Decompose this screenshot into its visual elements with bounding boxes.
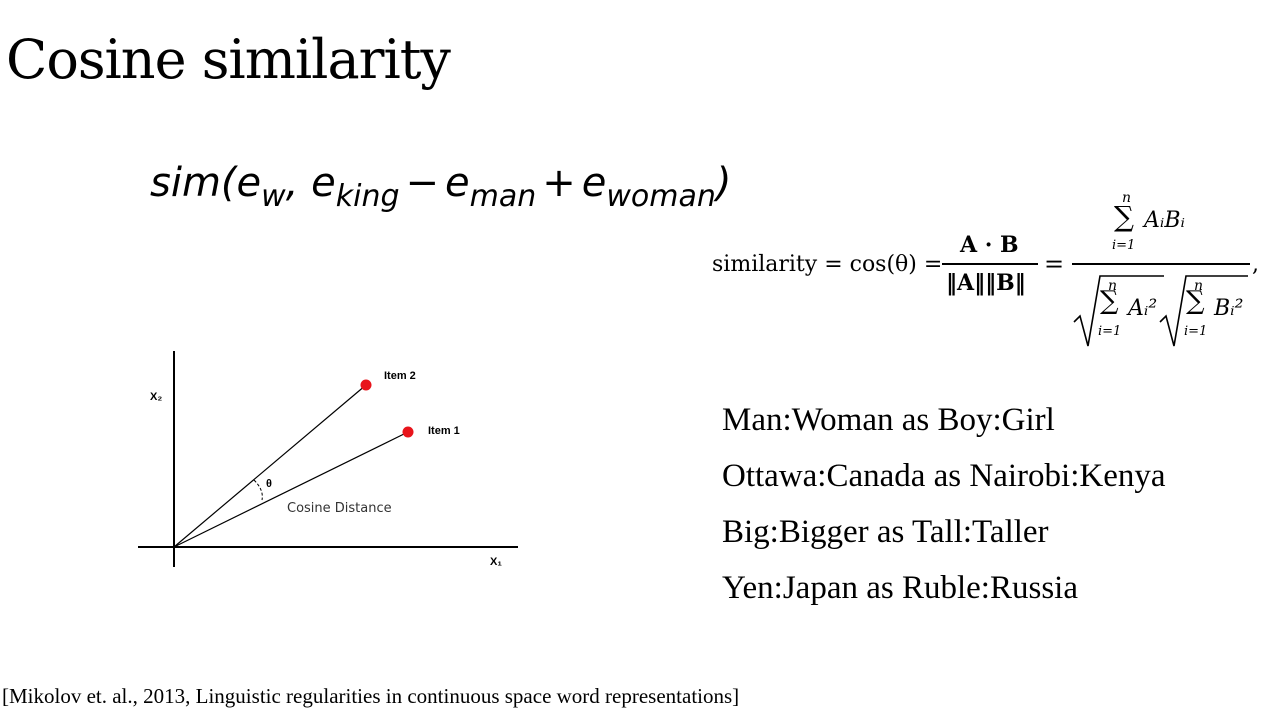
cosine-distance-label: Cosine Distance <box>287 501 392 516</box>
sim-e4-sub: woman <box>606 179 716 214</box>
sim-minus: − <box>405 160 440 206</box>
cos-eq2: = <box>1044 250 1065 278</box>
cos-frac1-num: A · B <box>960 232 1019 258</box>
sim-e3: e <box>445 160 470 206</box>
num-terms: AᵢBᵢ <box>1144 208 1185 233</box>
den2-sum-bottom: i=1 <box>1184 324 1208 339</box>
sim-e2-sub: king <box>335 179 400 214</box>
den1-sum-bottom: i=1 <box>1098 324 1122 339</box>
sim-plus: + <box>542 160 576 206</box>
sim-e1: e <box>236 160 262 206</box>
item-2-point <box>360 379 372 391</box>
theta-label: θ <box>266 478 272 490</box>
analogy-item: Man:Woman as Boy:Girl <box>722 402 1055 438</box>
theta-arc <box>253 479 263 501</box>
sim-comma: , <box>285 160 312 206</box>
cos-lhs: similarity = cos(θ) = <box>712 252 943 277</box>
cosine-formula: similarity = cos(θ) = A · B ‖A‖‖B‖ = n ∑… <box>710 190 1270 360</box>
vector-item-2 <box>173 384 367 548</box>
y-axis-label: X₂ <box>150 391 162 403</box>
x-axis-label: X₁ <box>490 556 502 568</box>
item-1-label: Item 1 <box>428 425 460 437</box>
analogy-item: Big:Bigger as Tall:Taller <box>722 514 1049 550</box>
den2-sum-sym: ∑ <box>1186 286 1205 316</box>
den1-sum-sym: ∑ <box>1100 286 1119 316</box>
sim-formula: sim(ew, eking − eman + ewoman) <box>150 160 732 214</box>
cos-frac1-bar <box>942 263 1038 265</box>
num-sum-sym: ∑ <box>1114 200 1134 233</box>
sim-func: sim( <box>150 160 237 206</box>
slide-title: Cosine similarity <box>6 28 451 91</box>
vector-item-1 <box>173 431 409 548</box>
den2-sum-top: n <box>1194 278 1204 294</box>
analogy-item: Yen:Japan as Ruble:Russia <box>722 570 1078 606</box>
radical-signs <box>1073 275 1248 347</box>
sim-e2: e <box>311 160 336 206</box>
item-1-point <box>402 426 414 438</box>
den1-sum-top: n <box>1108 278 1118 294</box>
den1-term: Aᵢ² <box>1128 296 1158 321</box>
sim-e4: e <box>581 160 607 206</box>
analogy-list: Man:Woman as Boy:Girl Ottawa:Canada as N… <box>722 392 1166 616</box>
cos-frac1-den: ‖A‖‖B‖ <box>946 270 1026 296</box>
cos-frac2-bar <box>1072 263 1250 265</box>
num-sum-bottom: i=1 <box>1112 238 1136 253</box>
citation: [Mikolov et. al., 2013, Linguistic regul… <box>2 684 740 708</box>
cos-trailing-comma: , <box>1252 252 1259 277</box>
item-2-label: Item 2 <box>384 370 416 382</box>
sim-e3-sub: man <box>469 179 537 214</box>
analogy-item: Ottawa:Canada as Nairobi:Kenya <box>722 458 1166 494</box>
cosine-diagram: X₂ X₁ Item 2 Item 1 θ Cosine Distance <box>138 351 518 568</box>
sim-e1-sub: w <box>261 179 286 214</box>
den2-term: Bᵢ² <box>1214 296 1244 321</box>
sim-close: ) <box>715 160 732 206</box>
num-sum-top: n <box>1122 190 1132 206</box>
